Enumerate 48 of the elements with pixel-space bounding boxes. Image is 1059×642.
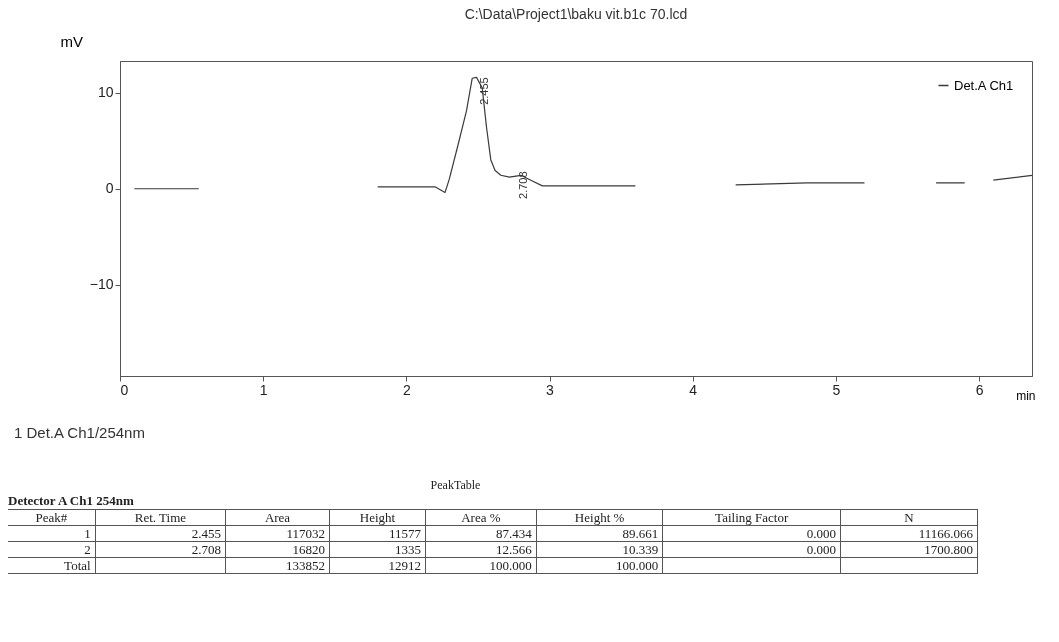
- x-axis-title: min: [1016, 388, 1036, 403]
- text: 117032: [225, 525, 330, 542]
- text: Height: [329, 509, 426, 526]
- text: Area %: [425, 509, 537, 526]
- x-tick-label: 6: [975, 381, 984, 398]
- text: 133852: [225, 557, 330, 574]
- chart-title: C:\Data\Project1\baku vit.b1c 70.lcd: [464, 6, 688, 22]
- text: PeakTable: [429, 478, 482, 493]
- text: Peak#: [8, 509, 96, 526]
- y-axis-title: mV: [60, 32, 83, 50]
- text: 11166.066: [840, 525, 978, 542]
- text: 11577: [329, 525, 426, 542]
- x-tick-label: 2: [402, 381, 411, 398]
- text: 100.000: [425, 557, 537, 574]
- x-tick-label: 4: [689, 381, 698, 398]
- text: 87.434: [425, 525, 537, 542]
- x-tick-label: 0: [120, 381, 129, 398]
- text: 0.000: [662, 541, 841, 558]
- text: 2.455: [95, 525, 226, 542]
- text: 0.000: [662, 525, 841, 542]
- text: Detector A Ch1 254nm: [8, 493, 135, 509]
- text: 2: [8, 541, 96, 558]
- text: Area: [225, 509, 330, 526]
- text: 100.000: [536, 557, 663, 574]
- x-tick-label: 1: [259, 381, 268, 398]
- text: 1700.800: [840, 541, 978, 558]
- text: 16820: [225, 541, 330, 558]
- text: N: [840, 509, 978, 526]
- text: Ret. Time: [95, 509, 226, 526]
- text: Height %: [536, 509, 663, 526]
- text: 2.708: [95, 541, 226, 558]
- x-tick-label: 5: [832, 381, 841, 398]
- legend-label: Det.A Ch1: [954, 77, 1014, 93]
- text: 12.566: [425, 541, 537, 558]
- text: Tailing Factor: [662, 509, 841, 526]
- text: 12912: [329, 557, 426, 574]
- text: 1 Det.A Ch1/254nm: [14, 424, 145, 441]
- text: 1: [8, 525, 96, 542]
- text: 1335: [329, 541, 426, 558]
- y-tick-label: −10: [89, 276, 114, 293]
- text: 89.661: [536, 525, 663, 542]
- x-tick-label: 3: [546, 381, 555, 398]
- text: Total: [8, 557, 96, 574]
- text: 10.339: [536, 541, 663, 558]
- annotation: 2.708: [517, 171, 530, 199]
- annotation: 2.455: [478, 77, 491, 105]
- y-tick-label: 0: [105, 180, 114, 197]
- y-tick-label: 10: [97, 84, 114, 101]
